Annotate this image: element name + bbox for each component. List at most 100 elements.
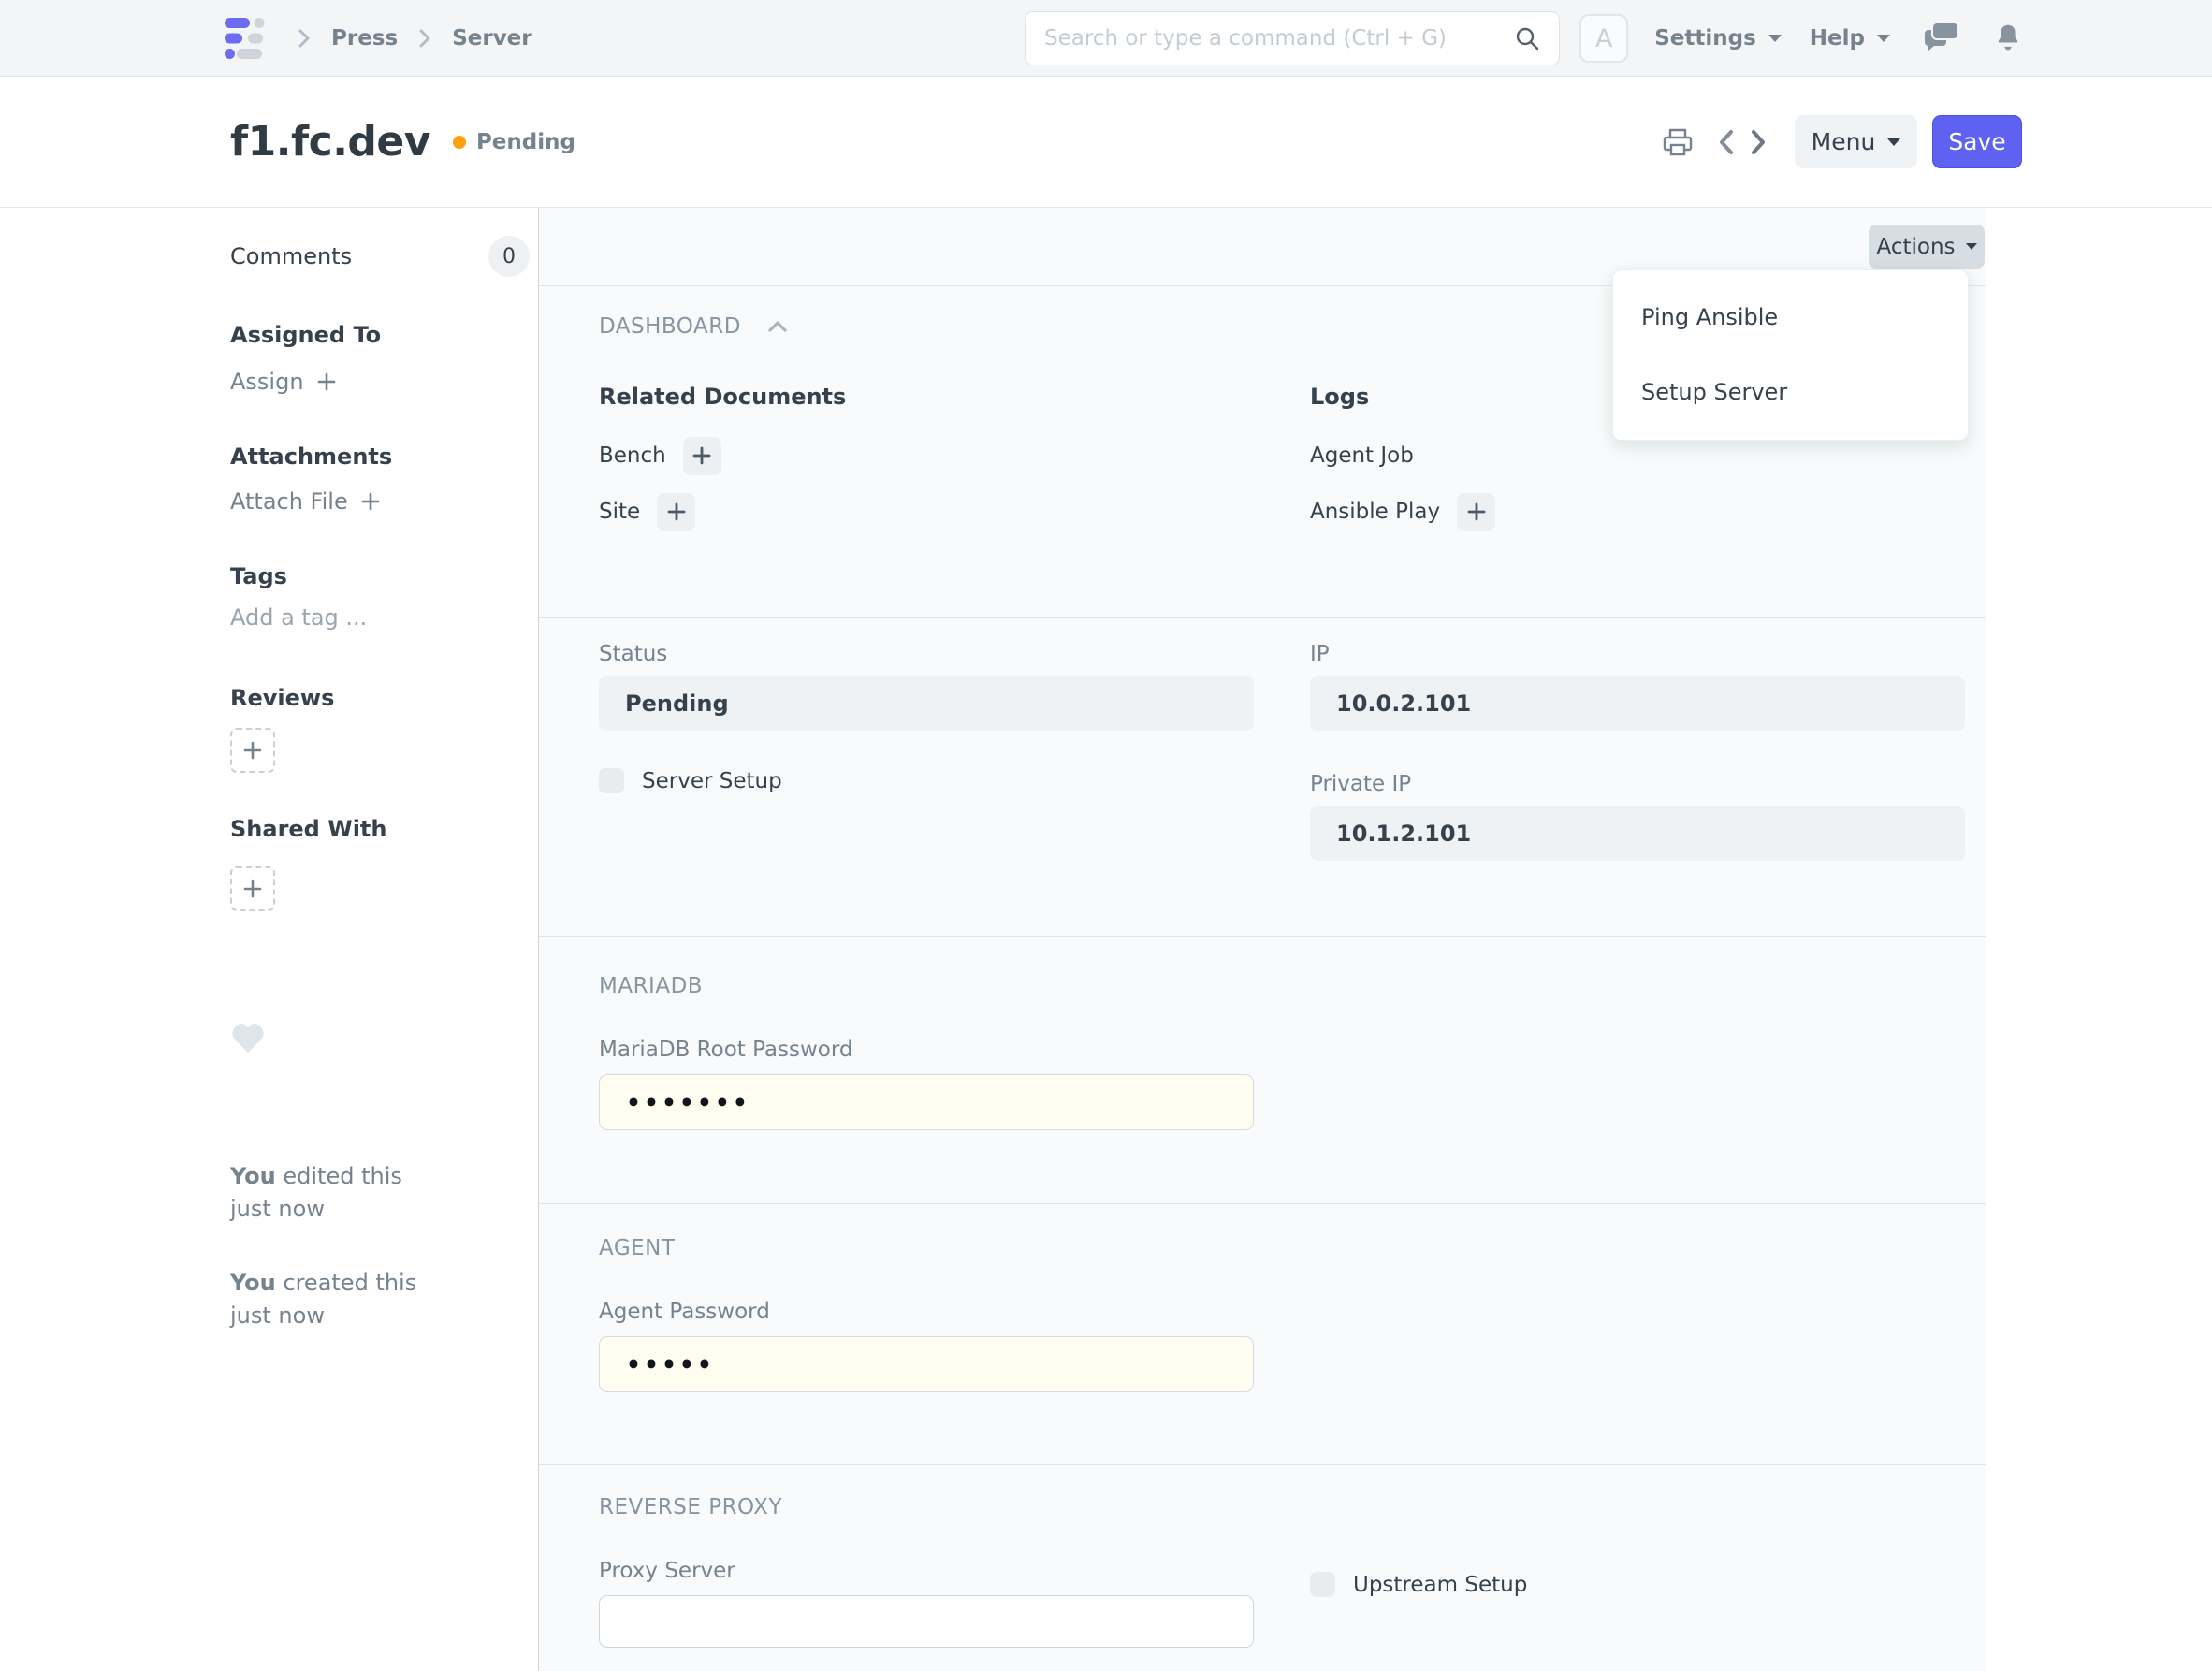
status-section: Status Pending Server Setup IP 10.0.2.10…	[539, 618, 1986, 937]
menu-item-ping-ansible[interactable]: Ping Ansible	[1641, 304, 1779, 330]
attach-file-button[interactable]: Attach File	[230, 488, 501, 515]
actions-button[interactable]: Actions	[1869, 225, 1985, 269]
chat-bubbles-icon	[1925, 23, 1957, 51]
help-label: Help	[1809, 26, 1865, 51]
actions-button-label: Actions	[1876, 234, 1956, 259]
header-actions: Menu Save	[1662, 115, 2022, 168]
plus-icon	[667, 502, 686, 521]
breadcrumb-press[interactable]: Press	[331, 26, 399, 51]
mariadb-root-password-label: MariaDB Root Password	[599, 1038, 853, 1062]
related-documents-title: Related Documents	[599, 384, 847, 410]
agent-section: AGENT Agent Password •••••	[539, 1204, 1986, 1465]
reverse-proxy-section-label: REVERSE PROXY	[599, 1495, 782, 1519]
proxy-server-column: Proxy Server	[599, 1559, 1254, 1648]
timeline-edited-user: You	[230, 1163, 276, 1189]
form-area: Actions DASHBOARD Related Documents Benc…	[538, 208, 1986, 1671]
dashboard-link-ansible-play: Ansible Play	[1310, 492, 1965, 531]
frappe-logo-icon	[225, 18, 265, 59]
settings-label: Settings	[1654, 26, 1756, 51]
ansible-play-link[interactable]: Ansible Play	[1310, 500, 1441, 524]
agent-job-link[interactable]: Agent Job	[1310, 443, 1414, 468]
add-ansible-play-button[interactable]	[1457, 492, 1496, 531]
agent-section-label: AGENT	[599, 1236, 676, 1260]
ip-field-value: 10.0.2.101	[1310, 676, 1965, 731]
settings-menu[interactable]: Settings	[1654, 26, 1782, 51]
upstream-setup-checkbox[interactable]	[1310, 1572, 1335, 1597]
comments-label: Comments	[230, 243, 353, 269]
assign-button[interactable]: Assign	[230, 369, 501, 395]
menu-button-label: Menu	[1811, 128, 1876, 155]
mariadb-section: MARIADB MariaDB Root Password •••••••	[539, 937, 1986, 1204]
status-field-value: Pending	[599, 676, 1254, 731]
chevron-right-icon	[1752, 129, 1765, 154]
status-indicator: Pending	[452, 129, 575, 154]
chevron-right-icon	[419, 29, 430, 48]
dashboard-section: DASHBOARD Related Documents Bench Site	[539, 286, 1986, 618]
plus-icon	[692, 446, 711, 465]
chevron-up-icon	[768, 321, 787, 332]
private-ip-field-label: Private IP	[1310, 772, 1412, 796]
proxy-server-input[interactable]	[599, 1595, 1254, 1648]
site-link[interactable]: Site	[599, 500, 641, 524]
navbar: Press Server A Settings Help	[0, 0, 2212, 77]
add-review-button[interactable]	[230, 728, 275, 773]
plus-icon	[1467, 502, 1486, 521]
dashboard-section-toggle[interactable]: DASHBOARD	[599, 314, 1986, 339]
status-indicator-label: Pending	[475, 129, 575, 154]
save-button[interactable]: Save	[1932, 115, 2022, 168]
add-site-button[interactable]	[657, 492, 696, 531]
prev-document-button[interactable]	[1718, 129, 1735, 155]
print-button[interactable]	[1662, 127, 1694, 157]
avatar-initial: A	[1594, 23, 1613, 53]
add-tag-input[interactable]: Add a tag ...	[230, 604, 368, 631]
timeline-edited-time: just now	[230, 1196, 325, 1222]
assigned-to-heading: Assigned To	[230, 322, 382, 348]
plus-icon	[243, 741, 262, 760]
menu-button[interactable]: Menu	[1795, 115, 1917, 168]
form-toolbar: Actions	[539, 208, 1986, 286]
status-dot-icon	[452, 135, 466, 149]
upstream-setup-label: Upstream Setup	[1353, 1572, 1528, 1597]
plus-icon	[243, 879, 262, 898]
shared-with-heading: Shared With	[230, 816, 387, 842]
mariadb-root-password-input[interactable]: •••••••	[599, 1074, 1254, 1130]
add-bench-button[interactable]	[682, 436, 721, 475]
breadcrumb: Press Server	[298, 0, 532, 77]
heart-icon	[232, 1024, 264, 1053]
chevron-down-icon	[1877, 35, 1890, 42]
title-group: f1.fc.dev Pending	[230, 118, 575, 166]
agent-password-input[interactable]: •••••	[599, 1336, 1254, 1392]
bell-icon	[1998, 24, 2018, 51]
server-setup-checkbox[interactable]	[599, 768, 624, 793]
related-documents-column: Related Documents Bench Site	[599, 384, 1254, 548]
breadcrumb-server[interactable]: Server	[452, 26, 532, 51]
dashboard-link-site: Site	[599, 492, 1254, 531]
notifications-button[interactable]	[1993, 22, 2023, 55]
upstream-setup-column: Upstream Setup	[1310, 1559, 1965, 1648]
bench-link[interactable]: Bench	[599, 443, 666, 468]
next-document-button[interactable]	[1750, 129, 1767, 155]
upstream-setup-checkbox-row: Upstream Setup	[1310, 1572, 1965, 1597]
comments-count-badge: 0	[488, 236, 530, 277]
app-logo-icon[interactable]	[225, 16, 266, 61]
agent-password-label: Agent Password	[599, 1300, 770, 1324]
user-avatar[interactable]: A	[1579, 14, 1629, 63]
search-input[interactable]	[1044, 26, 1515, 51]
messages-button[interactable]	[1924, 22, 1959, 54]
reverse-proxy-section: REVERSE PROXY Proxy Server Upstream Setu…	[539, 1465, 1986, 1671]
dashboard-link-agent-job: Agent Job	[1310, 436, 1965, 475]
help-menu[interactable]: Help	[1810, 26, 1890, 51]
ip-column: IP 10.0.2.101 Private IP 10.1.2.101	[1310, 642, 1965, 861]
navbar-right: A Settings Help	[1579, 0, 2023, 77]
like-button[interactable]	[230, 1024, 266, 1053]
logs-title: Logs	[1310, 384, 1370, 410]
plus-icon	[361, 492, 380, 511]
timeline-edited: You edited this just now	[230, 1160, 501, 1226]
menu-item-setup-server[interactable]: Setup Server	[1641, 379, 1788, 405]
chevron-down-icon	[1887, 138, 1901, 146]
timeline-created-action: created this	[283, 1270, 417, 1296]
share-button[interactable]	[230, 866, 275, 911]
comments-link[interactable]: Comments 0	[230, 236, 530, 277]
attach-file-label: Attach File	[230, 488, 348, 515]
